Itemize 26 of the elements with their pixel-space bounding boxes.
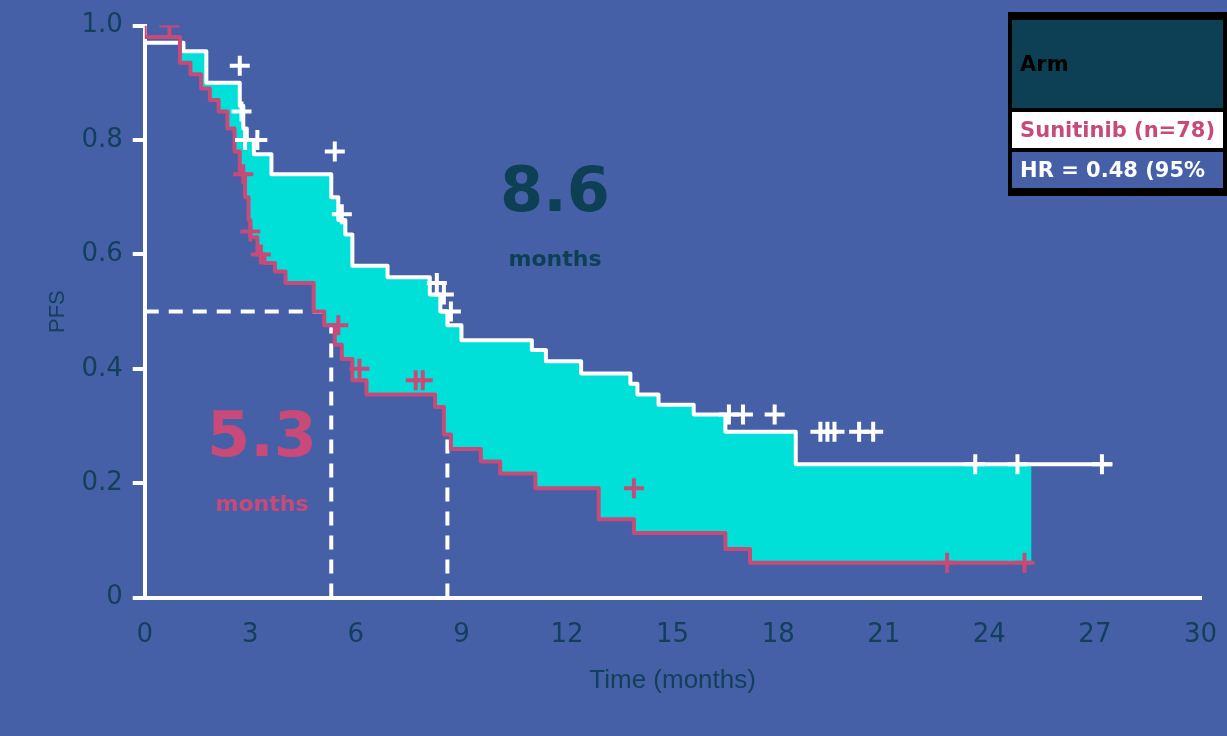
annotation: months — [508, 245, 602, 271]
x-tick-label: 21 — [867, 617, 901, 648]
y-tick-label: 0.4 — [81, 351, 123, 382]
x-tick-label: 12 — [550, 617, 584, 648]
annotation: 5.3 — [207, 398, 317, 472]
x-tick-label: 0 — [136, 617, 154, 648]
y-tick-label: 0.6 — [81, 237, 123, 268]
legend-title: Arm — [1012, 20, 1223, 108]
x-tick-label: 30 — [1183, 617, 1217, 648]
x-tick-label: 15 — [656, 617, 690, 648]
y-axis-title: PFS — [44, 290, 70, 333]
annotation: 8.6 — [500, 153, 610, 227]
legend-box: Arm Sunitinib (n=78) HR = 0.48 (95% — [1008, 12, 1227, 196]
x-tick-label: 18 — [761, 617, 795, 648]
x-tick-label: 3 — [242, 617, 259, 648]
y-tick-label: 1.0 — [81, 8, 123, 39]
x-axis-title: Time (months) — [589, 663, 756, 694]
y-tick-label: 0 — [106, 580, 123, 611]
annotation: months — [215, 490, 309, 516]
annotation: HR = 0.48 (95% — [1012, 152, 1223, 188]
x-tick-label: 9 — [453, 617, 470, 648]
x-tick-label: 27 — [1078, 617, 1112, 648]
y-tick-label: 0.8 — [81, 122, 123, 153]
x-tick-label: 24 — [972, 617, 1006, 648]
y-tick-label: 0.2 — [81, 465, 123, 496]
x-tick-label: 6 — [347, 617, 365, 648]
